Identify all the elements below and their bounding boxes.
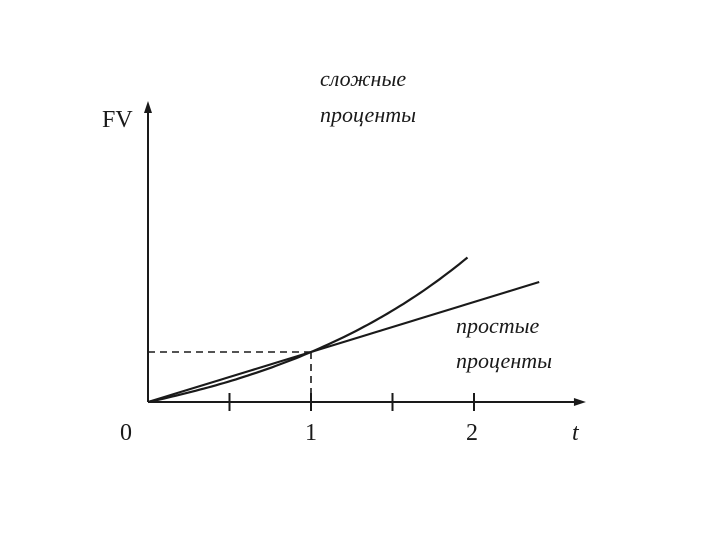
x-tick-label: 2	[466, 420, 478, 446]
series-line-compound	[147, 256, 469, 404]
axes	[144, 101, 586, 406]
x-tick-label: 1	[305, 420, 317, 446]
x-axis-label: t	[572, 420, 580, 446]
series-label-simple-line2: проценты	[456, 348, 552, 373]
y-axis-label: FV	[102, 107, 133, 133]
series-lines	[147, 256, 540, 404]
reference-guides	[148, 351, 312, 402]
y-axis-arrowhead	[144, 101, 152, 113]
chart-labels: FV t 0 1 2 сложные проценты простые проц…	[102, 66, 580, 446]
series-label-compound-line2: проценты	[320, 102, 416, 127]
origin-label: 0	[120, 420, 132, 446]
series-line-simple	[147, 280, 540, 404]
series-label-simple-line1: простые	[456, 313, 540, 338]
x-axis-arrowhead	[573, 398, 586, 406]
series-label-compound-line1: сложные	[320, 66, 406, 91]
